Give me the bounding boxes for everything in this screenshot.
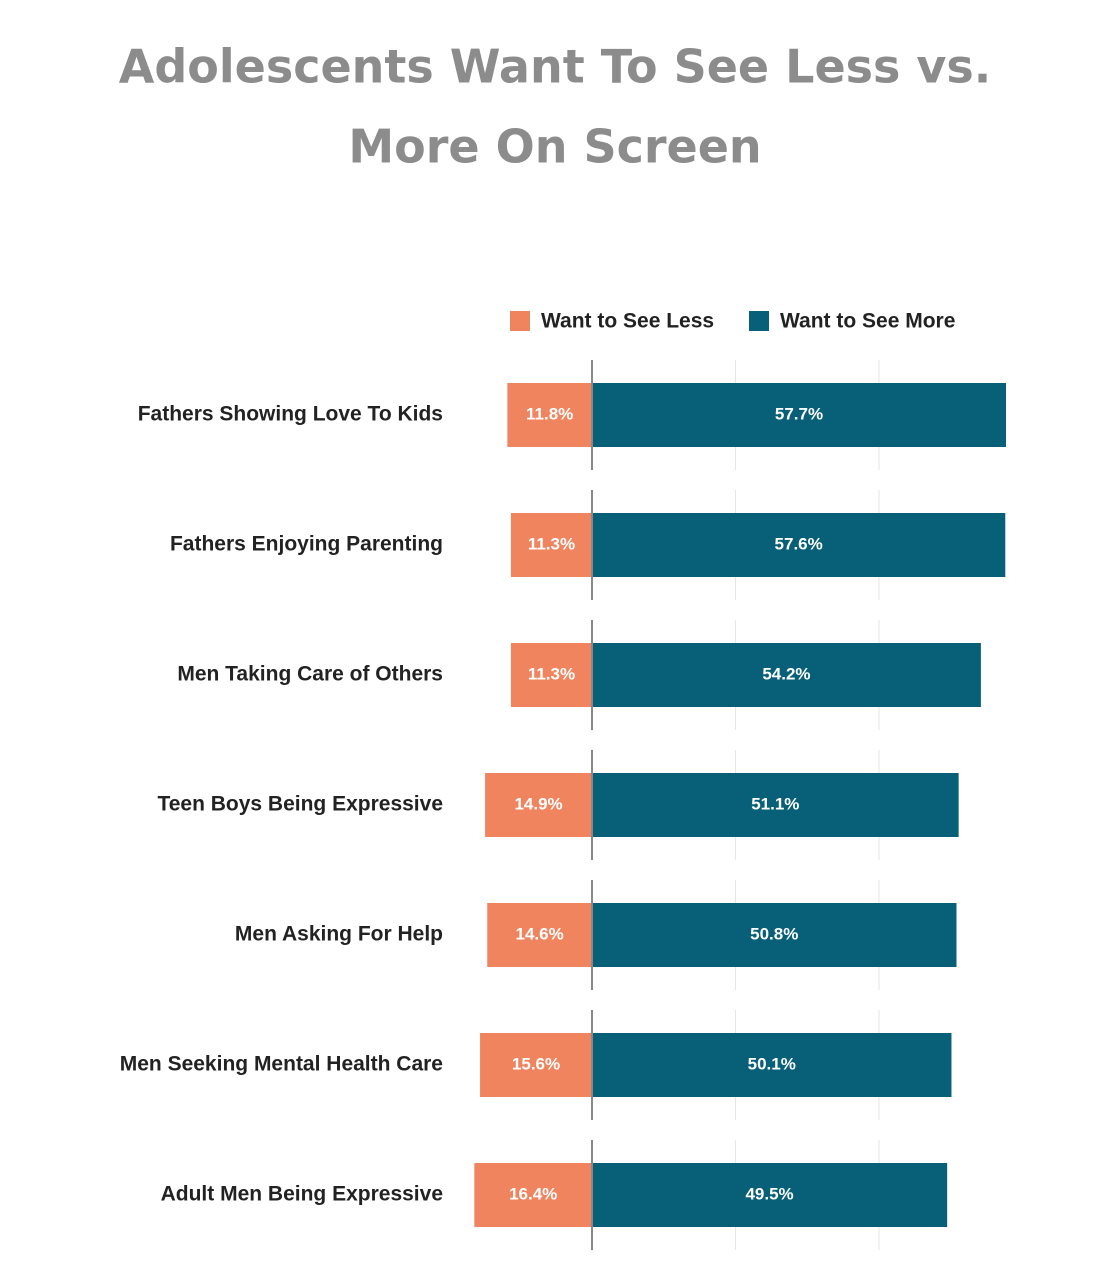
bar [487,903,592,967]
bar [592,773,959,837]
bar [592,1163,948,1227]
bar [485,773,592,837]
bar [592,1033,952,1097]
value-label: 14.6% [516,924,564,943]
chart-title: More On Screen [348,120,761,174]
category-label: Men Seeking Mental Health Care [120,1053,443,1076]
value-label: 57.6% [775,534,823,553]
value-label: 14.9% [514,794,562,813]
value-label: 15.6% [512,1054,560,1073]
category-label: Teen Boys Being Expressive [157,793,443,816]
category-label: Adult Men Being Expressive [161,1183,443,1206]
category-label: Fathers Showing Love To Kids [138,403,443,426]
chart-title: Adolescents Want To See Less vs. [119,40,992,94]
value-label: 51.1% [751,794,799,813]
value-label: 57.7% [775,404,823,423]
bar [510,513,592,577]
value-label: 11.3% [528,534,575,553]
value-label: 11.3% [528,664,575,683]
category-label: Men Taking Care of Others [177,663,443,686]
value-label: 11.8% [526,404,573,423]
bar [592,383,1006,447]
bar [592,643,981,707]
legend-label: Want to See Less [541,310,714,333]
category-label: Men Asking For Help [235,923,443,946]
value-label: 16.4% [509,1184,557,1203]
bar [480,1033,592,1097]
legend-swatch [510,311,530,331]
value-label: 49.5% [745,1184,793,1203]
bar [592,513,1006,577]
legend-label: Want to See More [780,310,955,333]
bar [510,643,592,707]
legend-swatch [749,311,769,331]
bar [592,903,957,967]
value-label: 50.8% [750,924,798,943]
bar [474,1163,592,1227]
category-label: Fathers Enjoying Parenting [170,533,443,556]
bar [507,383,592,447]
value-label: 54.2% [762,664,810,683]
value-label: 50.1% [748,1054,796,1073]
